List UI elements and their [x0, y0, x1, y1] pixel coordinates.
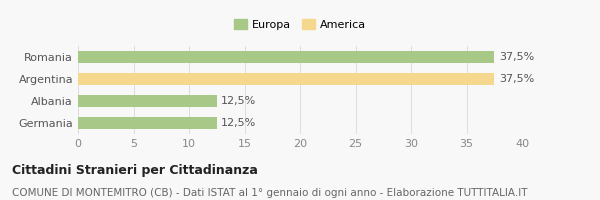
Text: 37,5%: 37,5% [499, 74, 534, 84]
Bar [78, 51, 494, 63]
Legend: Europa, America: Europa, America [230, 15, 370, 34]
Text: Cittadini Stranieri per Cittadinanza: Cittadini Stranieri per Cittadinanza [12, 164, 258, 177]
Text: 12,5%: 12,5% [221, 96, 256, 106]
Bar [78, 73, 494, 85]
Bar [78, 117, 217, 129]
Text: COMUNE DI MONTEMITRO (CB) - Dati ISTAT al 1° gennaio di ogni anno - Elaborazione: COMUNE DI MONTEMITRO (CB) - Dati ISTAT a… [12, 188, 527, 198]
Text: 37,5%: 37,5% [499, 52, 534, 62]
Text: 12,5%: 12,5% [221, 118, 256, 128]
Bar [78, 95, 217, 107]
